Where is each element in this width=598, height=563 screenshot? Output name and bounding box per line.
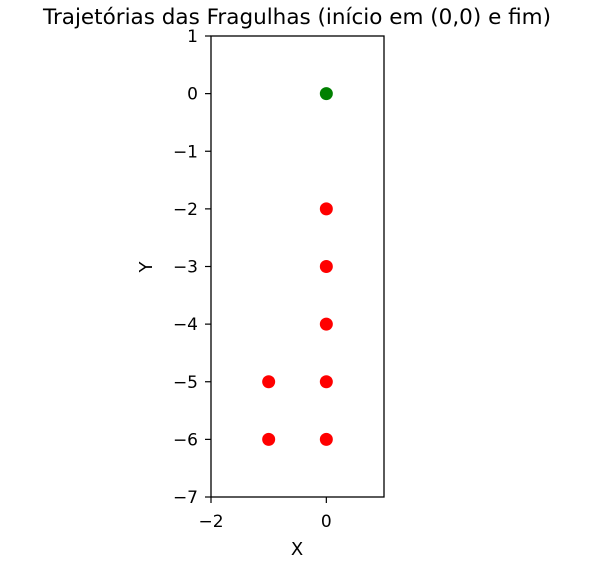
data-point-1-4: [319, 432, 333, 446]
points-layer: [262, 87, 333, 446]
data-point-1-2: [319, 317, 333, 331]
y-tick-label: −5: [173, 373, 198, 393]
y-axis-label: Y: [136, 261, 157, 274]
y-tick-label: 1: [187, 27, 198, 47]
x-tick-label: 0: [321, 512, 332, 532]
y-tick-label: −6: [173, 430, 198, 450]
data-point-1-6: [262, 432, 276, 446]
data-point-0-0: [319, 87, 333, 101]
y-tick-label: −1: [173, 142, 198, 162]
data-point-1-3: [319, 375, 333, 389]
chart-title: Trajetórias das Fragulhas (início em (0,…: [42, 5, 551, 30]
y-tick-label: −3: [173, 258, 198, 278]
y-ticks: 1 0 −1 −2 −3 −4 −5 −6 −7: [173, 27, 211, 508]
x-tick-label: −2: [198, 512, 223, 532]
plot-frame: [210, 35, 385, 498]
data-point-1-1: [319, 260, 333, 273]
x-axis-label: X: [291, 539, 303, 559]
y-tick-label: −2: [173, 200, 198, 220]
y-tick-label: −7: [173, 488, 198, 508]
data-point-1-5: [262, 375, 276, 389]
y-tick-label: 0: [187, 85, 198, 105]
y-tick-label: −4: [173, 315, 198, 335]
x-ticks: −2 0: [198, 497, 332, 532]
data-point-1-0: [319, 202, 333, 216]
